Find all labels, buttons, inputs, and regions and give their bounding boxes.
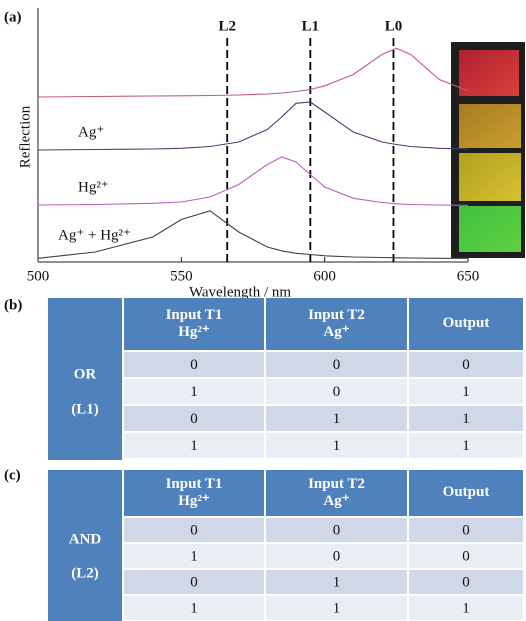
series-line [37, 156, 469, 206]
reference-label: L2 [218, 18, 236, 34]
table-cell [266, 570, 407, 594]
header-line: Ag⁺ [323, 493, 349, 509]
header-text: Input T2 Ag⁺ [308, 476, 365, 509]
header-cell [266, 470, 407, 516]
gate-cell [48, 470, 122, 621]
header-line: Input T1 [166, 307, 223, 323]
series-line [37, 210, 468, 259]
cell-text: 0 [462, 357, 470, 373]
gate-label: OR [74, 366, 97, 382]
table-cell [266, 433, 407, 458]
cell-text: 0 [462, 548, 470, 564]
table-cell [409, 379, 523, 404]
header-text: Output [443, 315, 490, 331]
cell-text: 1 [190, 600, 198, 616]
table-cell [409, 518, 523, 542]
table-cell [409, 352, 523, 377]
gate-label: AND [69, 532, 102, 548]
cell-text: 1 [462, 384, 470, 400]
table-cell [124, 570, 264, 594]
series-line [37, 101, 469, 151]
header-cell [124, 298, 264, 350]
header-line: Output [443, 315, 490, 331]
x-tick-label: 550 [170, 268, 193, 284]
cell-text: 0 [333, 384, 341, 400]
x-tick-label: 500 [27, 268, 50, 284]
table-cell [266, 544, 407, 568]
cell-text: 1 [333, 411, 341, 427]
header-line: Ag⁺ [323, 324, 349, 340]
header-line: Output [443, 484, 490, 500]
table-cell [266, 352, 407, 377]
table-cell [124, 518, 264, 542]
table-cell [124, 433, 264, 458]
cell-text: 1 [190, 438, 198, 454]
table-cell [266, 379, 407, 404]
panel-label: (a) [4, 9, 22, 25]
y-axis-label: Reflection [17, 105, 33, 168]
x-tick-label: 600 [313, 268, 336, 284]
cell-text: 1 [462, 438, 470, 454]
cell-text: 1 [462, 600, 470, 616]
cell-text: 1 [190, 384, 198, 400]
cell-text: 0 [333, 357, 341, 373]
table-cell [124, 406, 264, 431]
panel-label: (b) [4, 297, 22, 313]
photo [451, 42, 525, 258]
series-label: Ag⁺ [78, 124, 104, 140]
cell-text: 0 [333, 522, 341, 538]
gate-label: (L2) [71, 565, 99, 581]
table-cell [409, 544, 523, 568]
table-cell [409, 406, 523, 431]
panel-label: (c) [4, 467, 21, 483]
table-cell [266, 518, 407, 542]
series-label: Hg²⁺ [78, 179, 109, 195]
cell-text: 1 [333, 438, 341, 454]
header-cell [409, 298, 523, 350]
header-cell [266, 298, 407, 350]
table-cell [409, 433, 523, 458]
series-label: Ag⁺ + Hg²⁺ [58, 227, 131, 243]
header-line: Hg²⁺ [178, 324, 210, 340]
table-cell [124, 352, 264, 377]
x-tick-label: 650 [457, 268, 480, 284]
header-line: Hg²⁺ [178, 493, 210, 509]
table-cell [124, 379, 264, 404]
table-cell [124, 596, 264, 620]
reference-label: L0 [385, 18, 403, 34]
cell-text: 0 [462, 574, 470, 590]
table-cell [266, 406, 407, 431]
gate-label: (L1) [71, 401, 99, 417]
header-text: Output [443, 484, 490, 500]
table-cell [409, 570, 523, 594]
header-cell [409, 470, 523, 516]
header-cell [124, 470, 264, 516]
header-text: Input T2 Ag⁺ [308, 307, 365, 340]
table-cell [124, 544, 264, 568]
reference-label: L1 [302, 18, 320, 34]
header-line: Input T1 [166, 476, 223, 492]
table-cell [409, 596, 523, 620]
cell-text: 1 [333, 600, 341, 616]
cell-text: 1 [190, 548, 198, 564]
x-axis-label: Wavelength / nm [189, 284, 291, 300]
series-line [37, 47, 469, 98]
cell-text: 0 [462, 522, 470, 538]
cell-text: 1 [462, 411, 470, 427]
header-line: Input T2 [308, 307, 365, 323]
gate-cell [48, 298, 122, 460]
header-text: Input T1 Hg²⁺ [166, 476, 223, 509]
cell-text: 0 [190, 357, 198, 373]
cell-text: 0 [190, 522, 198, 538]
cell-text: 0 [190, 574, 198, 590]
cell-text: 0 [190, 411, 198, 427]
cell-text: 1 [333, 574, 341, 590]
cell-text: 0 [333, 548, 341, 564]
table-cell [266, 596, 407, 620]
header-text: Input T1 Hg²⁺ [166, 307, 223, 340]
header-line: Input T2 [308, 476, 365, 492]
